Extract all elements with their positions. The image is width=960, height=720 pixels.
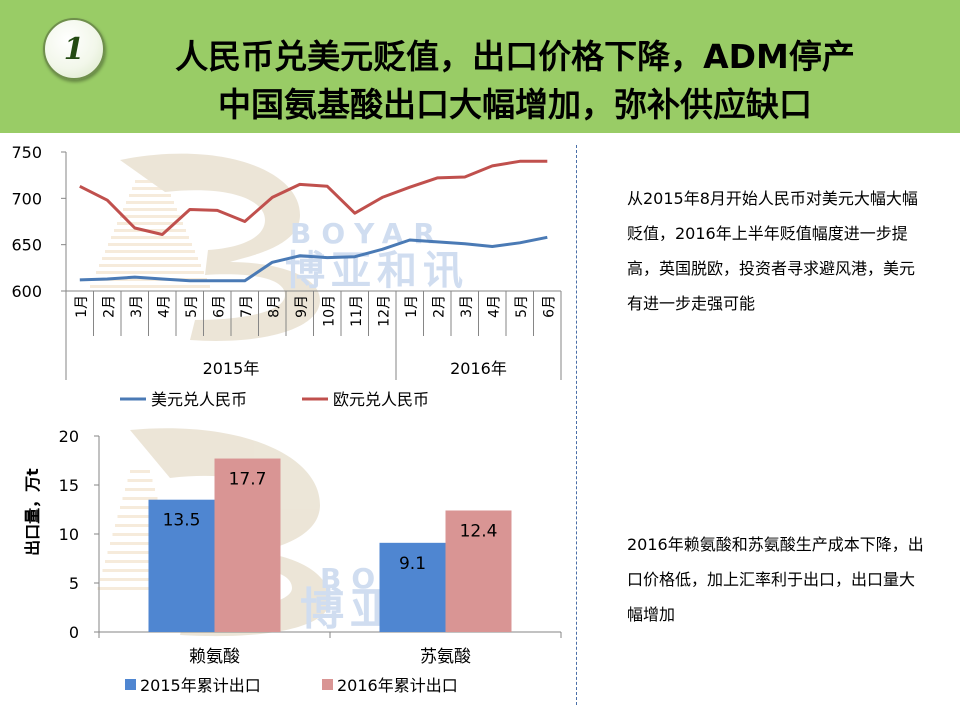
line-chart-x-tick-label: 5月 bbox=[514, 295, 530, 318]
watermark-stripe bbox=[135, 180, 165, 183]
line-chart-x-tick-label: 8月 bbox=[266, 295, 282, 318]
watermark-stripe bbox=[110, 542, 170, 545]
bar-chart-y-tick-label: 0 bbox=[69, 623, 79, 642]
bar-chart-y-tick-label: 20 bbox=[59, 427, 79, 446]
watermark-en-top: BOYAR bbox=[290, 217, 445, 250]
bar-chart-legend-label: 2015年累计出口 bbox=[140, 676, 261, 695]
bar-2015 bbox=[379, 542, 446, 632]
bar-2016 bbox=[214, 458, 281, 632]
line-chart-x-tick-label: 12月 bbox=[376, 295, 392, 327]
watermark-stripe bbox=[126, 201, 174, 204]
line-chart-x-tick-label: 3月 bbox=[129, 295, 145, 318]
watermark-stripe bbox=[120, 506, 160, 509]
line-chart-group-label: 2016年 bbox=[450, 359, 507, 378]
exchange-rate-line-chart: 600 650 700 750 1月 2月 3月 4月 5月 6月 7月 8月 9月 10月 11月 12月… bbox=[11, 143, 562, 409]
line-chart-x-tick-label: 1月 bbox=[74, 295, 90, 318]
watermark-stripe bbox=[130, 470, 150, 473]
watermark-stripe bbox=[122, 497, 158, 500]
line-chart-x-ticks: 1月 2月 3月 4月 5月 6月 7月 8月 9月 10月 11月 12月 1月 2月 3月 4月 5月 6月 bbox=[65, 291, 562, 336]
line-chart-x-tick-label: 3月 bbox=[459, 295, 475, 318]
watermark-stripe bbox=[117, 222, 183, 225]
line-chart-group-label: 2015年 bbox=[203, 359, 260, 378]
watermark-stripe bbox=[132, 187, 168, 190]
watermark-stripe bbox=[105, 250, 195, 253]
slide-number: 1 bbox=[63, 31, 85, 67]
bar-chart-category-label: 苏氨酸 bbox=[420, 647, 471, 667]
line-chart-x-tick-label: 2月 bbox=[101, 295, 117, 318]
watermark-cn-top: 博亚和讯 bbox=[285, 248, 469, 294]
watermark-stripe bbox=[112, 533, 168, 536]
panel-divider bbox=[576, 145, 577, 705]
watermark-stripe bbox=[102, 569, 178, 572]
eur-cny-line bbox=[79, 159, 548, 236]
usd-cny-line bbox=[79, 235, 548, 283]
bar-data-label: 9.1 bbox=[399, 554, 426, 574]
bar-chart-y-ticks: 0 5 10 15 20 bbox=[59, 427, 99, 642]
line-chart-y-tick-label: 650 bbox=[11, 236, 42, 255]
bar-chart-y-axis-label: 出口量，万t bbox=[23, 468, 42, 556]
watermark-stripe bbox=[111, 236, 189, 239]
line-chart-series bbox=[79, 159, 548, 283]
line-chart-x-tick-label: 6月 bbox=[211, 295, 227, 318]
bar-chart-legend-label: 2016年累计出口 bbox=[337, 676, 458, 695]
line-chart-x-tick-label: 4月 bbox=[156, 295, 172, 318]
bar-2016 bbox=[445, 510, 512, 632]
bar-chart-bars: 13.5 17.7 9.1 12.4 bbox=[148, 458, 512, 632]
watermark-stripe bbox=[97, 587, 183, 590]
watermark-stripe bbox=[125, 488, 155, 491]
watermark-stripe bbox=[117, 515, 163, 518]
line-chart-x-tick-label: 4月 bbox=[486, 295, 502, 318]
bar-chart-legend: 2015年累计出口 2016年累计出口 bbox=[125, 676, 458, 695]
slide-title-line-2: 中国氨基酸出口大幅增加，弥补供应缺口 bbox=[218, 85, 812, 124]
bar-data-label: 17.7 bbox=[229, 470, 267, 490]
watermark-stripe bbox=[107, 551, 173, 554]
bar-chart-category-label: 赖氨酸 bbox=[189, 647, 240, 667]
bar-chart-y-tick-label: 5 bbox=[69, 574, 79, 593]
bar-chart-y-tick-label: 15 bbox=[59, 476, 79, 495]
watermark-stripe bbox=[123, 208, 177, 211]
export-commentary: 2016年赖氨酸和苏氨酸生产成本下降，出口价格低，加上汇率利于出口，出口量大幅增… bbox=[627, 535, 924, 624]
bar-2015 bbox=[148, 499, 215, 632]
line-chart-legend-label: 欧元兑人民币 bbox=[333, 390, 429, 409]
watermark-stripe bbox=[99, 264, 201, 267]
line-chart-x-tick-label: 9月 bbox=[294, 295, 310, 318]
title-banner: 1 人民币兑美元贬值，出口价格下降，ADM停产 中国氨基酸出口大幅增加，弥补供应… bbox=[0, 0, 960, 133]
line-chart-y-ticks: 600 650 700 750 bbox=[11, 143, 66, 301]
watermark-stripe bbox=[96, 271, 204, 274]
watermark-stripe bbox=[129, 194, 171, 197]
watermark-stripe bbox=[90, 285, 210, 288]
line-chart-x-tick-label: 1月 bbox=[404, 295, 420, 318]
watermark-stripe bbox=[102, 257, 198, 260]
slide-title-line-1: 人民币兑美元贬值，出口价格下降，ADM停产 bbox=[175, 37, 855, 76]
line-chart-y-tick-label: 750 bbox=[11, 143, 42, 162]
line-chart-x-tick-label: 6月 bbox=[541, 295, 557, 318]
slide-number-badge: 1 bbox=[43, 18, 105, 80]
bar-chart-y-tick-label: 10 bbox=[59, 525, 79, 544]
line-chart-x-tick-label: 2月 bbox=[431, 295, 447, 318]
watermark-stripe bbox=[100, 578, 180, 581]
bar-data-label: 12.4 bbox=[460, 521, 498, 541]
watermark-stripe bbox=[115, 524, 165, 527]
export-volume-bar-chart: 0 5 10 15 20 13.5 17.7 9.1 12.4 赖氨酸 苏氨酸 2015年累计出… bbox=[23, 427, 562, 695]
line-chart-y-tick-label: 600 bbox=[11, 282, 42, 301]
bar-data-label: 13.5 bbox=[163, 511, 201, 531]
watermark-stripe bbox=[120, 215, 180, 218]
line-chart-x-tick-label: 5月 bbox=[184, 295, 200, 318]
watermark-stripe bbox=[127, 479, 153, 482]
line-chart-legend-label: 美元兑人民币 bbox=[151, 390, 247, 409]
bar-chart-category-labels: 赖氨酸 苏氨酸 bbox=[189, 647, 471, 667]
line-chart-year-groups: 2015年 2016年 bbox=[65, 291, 562, 380]
line-chart-x-tick-label: 7月 bbox=[239, 295, 255, 318]
line-chart-legend: 美元兑人民币 欧元兑人民币 bbox=[120, 390, 429, 409]
watermark-stripe bbox=[108, 243, 192, 246]
bar-chart-legend-swatch bbox=[322, 679, 333, 690]
exchange-rate-commentary: 从2015年8月开始人民币对美元大幅大幅贬值，2016年上半年贬值幅度进一步提高… bbox=[627, 189, 918, 313]
line-chart-y-tick-label: 700 bbox=[11, 189, 42, 208]
line-chart-x-tick-label: 11月 bbox=[349, 295, 365, 327]
line-chart-x-tick-label: 10月 bbox=[321, 295, 337, 327]
bar-chart-legend-swatch bbox=[125, 679, 136, 690]
watermark-stripe bbox=[105, 560, 175, 563]
